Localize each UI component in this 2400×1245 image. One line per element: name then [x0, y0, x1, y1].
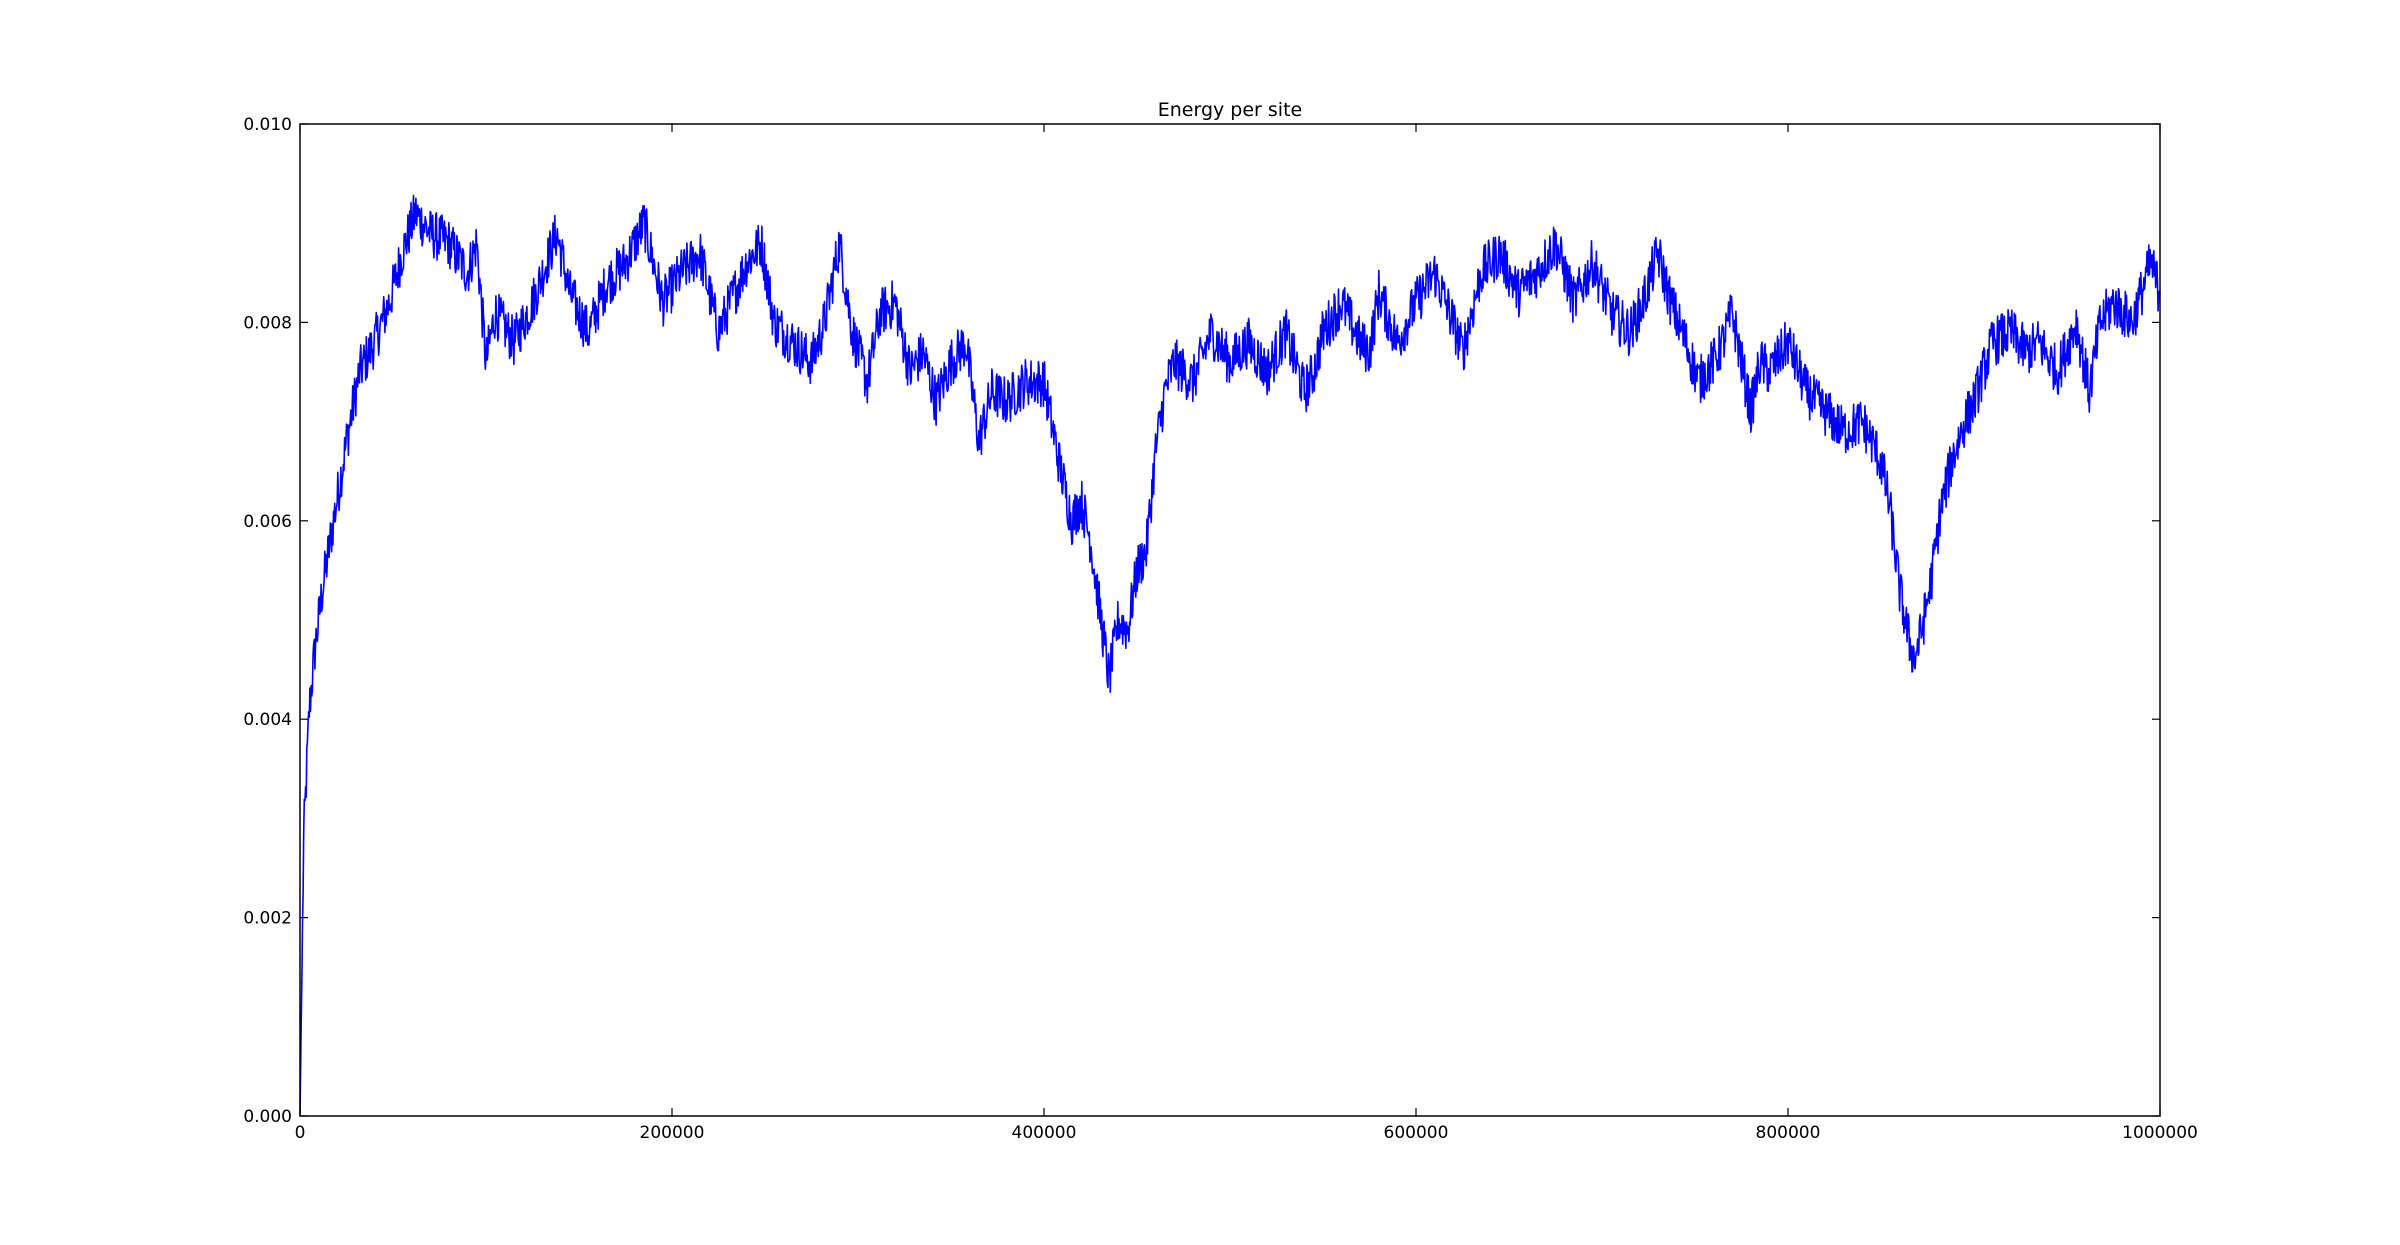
series-layer: [299, 194, 2161, 1117]
x-tick-label: 200000: [640, 1123, 705, 1143]
series-line: [299, 194, 2161, 1117]
plot-area: [300, 124, 2160, 1116]
y-tick-label: 0.008: [243, 313, 292, 333]
x-tick-label: 800000: [1756, 1123, 1821, 1143]
x-tick-label: 0: [295, 1123, 306, 1143]
tick-layer: 0 200000 400000 600000 800000 1000000 0.000 0.0…: [243, 115, 2198, 1143]
y-tick-label: 0.000: [243, 1107, 292, 1127]
y-tick-label: 0.010: [243, 115, 292, 135]
y-tick-label: 0.004: [243, 710, 292, 730]
x-tick-label: 400000: [1012, 1123, 1077, 1143]
plot-frame: [299, 123, 2161, 1117]
y-tick-label: 0.006: [243, 512, 292, 532]
chart-title: Energy per site: [1158, 99, 1302, 121]
x-tick-label: 600000: [1384, 1123, 1449, 1143]
y-tick-label: 0.002: [243, 909, 292, 929]
x-tick-label: 1000000: [2122, 1123, 2198, 1143]
